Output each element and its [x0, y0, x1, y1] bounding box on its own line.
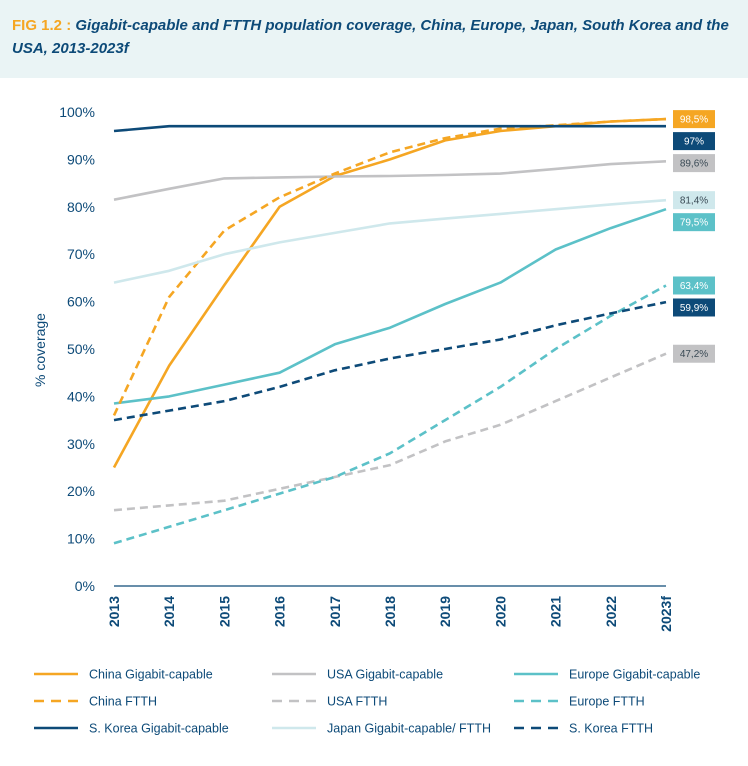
x-tick-label: 2015: [216, 596, 232, 627]
y-tick-label: 40%: [67, 388, 95, 404]
x-tick-label: 2017: [327, 596, 343, 627]
end-label-text: 47,2%: [680, 349, 708, 360]
end-label-badge: [673, 191, 715, 210]
x-tick-label: 2013: [106, 596, 122, 627]
y-tick-label: 0%: [75, 578, 95, 594]
end-label-text: 59,9%: [680, 303, 708, 314]
legend-label: China Gigabit-capable: [89, 668, 213, 682]
legend-label: Japan Gigabit-capable/ FTTH: [327, 722, 491, 736]
end-label-badge: [673, 298, 715, 317]
y-axis-label: % coverage: [32, 313, 48, 387]
legend-label: S. Korea FTTH: [569, 722, 653, 736]
x-tick-label: 2019: [437, 596, 453, 627]
series-line: [113, 124, 666, 133]
y-tick-label: 30%: [67, 436, 95, 452]
x-tick-label: 2021: [548, 596, 564, 627]
legend-label: Europe FTTH: [569, 695, 645, 709]
y-tick-label: 100%: [59, 104, 95, 120]
chart-header: FIG 1.2 : Gigabit-capable and FTTH popul…: [0, 0, 748, 78]
series-line: [112, 117, 667, 416]
x-tick-label: 2023f: [658, 596, 674, 632]
y-tick-label: 20%: [67, 483, 95, 499]
x-tick-label: 2020: [492, 596, 508, 627]
end-label-text: 89,6%: [680, 159, 708, 170]
y-tick-label: 50%: [67, 341, 95, 357]
end-label-badge: [673, 276, 715, 295]
series-line: [113, 352, 667, 512]
end-label-badge: [673, 132, 715, 151]
legend-label: China FTTH: [89, 695, 157, 709]
series-line: [113, 207, 667, 405]
y-tick-label: 10%: [67, 531, 95, 547]
end-label-text: 97%: [684, 137, 704, 148]
y-tick-label: 90%: [67, 151, 95, 167]
axes: 0% 10% 20% 30% 40% 50% 60% 70% 80% 90% 100% 2013 201…: [32, 104, 674, 632]
y-tick-label: 70%: [67, 246, 95, 262]
y-tick-label: 80%: [67, 199, 95, 215]
legend-label: Europe Gigabit-capable: [569, 668, 700, 682]
end-labels: 98,5% 97% 89,6% 81,4% 79,5% 63,4% 59,9% 47,2%: [673, 110, 715, 363]
end-label-text: 79,5%: [680, 218, 708, 229]
series-line: [113, 284, 667, 545]
figure-label: FIG 1.2: [12, 17, 63, 34]
end-label-text: 63,4%: [680, 281, 708, 292]
end-label-badge: [673, 154, 715, 173]
series-line: [113, 198, 667, 284]
figure-title: Gigabit-capable and FTTH population cove…: [12, 17, 729, 57]
series-line: [113, 300, 667, 422]
series-line: [113, 160, 667, 201]
end-label-text: 98,5%: [680, 115, 708, 126]
legend: China Gigabit-capable USA Gigabit-capable…: [34, 668, 700, 736]
x-tick-label: 2022: [603, 596, 619, 627]
x-tick-label: 2016: [272, 596, 288, 627]
chart-title: FIG 1.2 : Gigabit-capable and FTTH popul…: [12, 14, 732, 60]
series-line: [112, 117, 667, 469]
title-separator: :: [66, 17, 72, 34]
x-tick-label: 2014: [161, 596, 177, 627]
y-tick-label: 60%: [67, 294, 95, 310]
x-tick-label: 2018: [382, 596, 398, 627]
legend-label: USA Gigabit-capable: [327, 668, 443, 682]
end-label-text: 81,4%: [680, 196, 708, 207]
series-lines: [112, 117, 667, 545]
end-label-badge: [673, 110, 715, 129]
end-label-badge: [673, 344, 715, 363]
legend-label: USA FTTH: [327, 695, 387, 709]
end-label-badge: [673, 213, 715, 232]
legend-label: S. Korea Gigabit-capable: [89, 722, 229, 736]
